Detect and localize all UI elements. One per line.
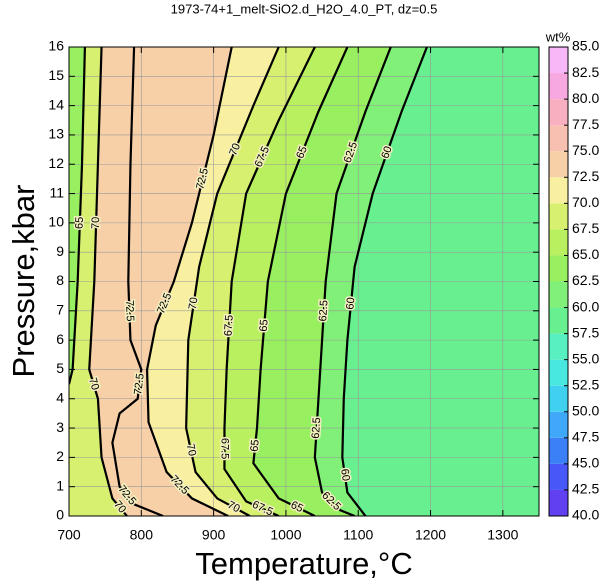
- colorbar-tick-label: 50.0: [572, 402, 599, 418]
- contour-label: 62.5: [310, 417, 323, 439]
- contour-label: 65: [74, 217, 86, 230]
- colorbar-tick-label: 40.0: [572, 507, 599, 523]
- contour-label: 72.5: [123, 300, 136, 322]
- colorbar-band: [549, 463, 568, 490]
- x-tick-label: 700: [57, 527, 81, 543]
- colorbar-band: [549, 333, 568, 360]
- colorbar-tick-label: 75.0: [572, 142, 599, 158]
- contour-label: 70: [86, 376, 101, 391]
- colorbar-band: [549, 307, 568, 334]
- contour-label: 65: [258, 319, 271, 332]
- colorbar-tick-label: 72.5: [572, 168, 599, 184]
- colorbar-tick-label: 62.5: [572, 272, 599, 288]
- colorbar-tick-label: 77.5: [572, 116, 599, 132]
- colorbar-label: wt%: [545, 29, 571, 44]
- contour-label: 72.5: [132, 373, 147, 396]
- colorbar-tick-label: 70.0: [572, 194, 599, 210]
- y-tick-label: 13: [48, 126, 64, 142]
- colorbar-tick-label: 47.5: [572, 429, 599, 445]
- contour-fill: [69, 47, 85, 385]
- colorbar-band: [549, 411, 568, 438]
- x-tick-label: 1300: [487, 527, 518, 543]
- colorbar-band: [549, 125, 568, 152]
- colorbar-tick-label: 80.0: [572, 90, 599, 106]
- colorbar-tick-label: 52.5: [572, 376, 599, 392]
- y-tick-label: 3: [56, 419, 64, 435]
- contour-label: 70: [90, 217, 102, 230]
- contour-label: 62.5: [317, 300, 330, 322]
- y-tick-label: 4: [56, 389, 64, 405]
- y-tick-label: 11: [49, 184, 64, 200]
- y-tick-label: 10: [48, 214, 64, 230]
- contour-label: 70: [187, 297, 201, 311]
- colorbar-tick-label: 42.5: [572, 481, 599, 497]
- colorbar-band: [549, 255, 568, 282]
- colorbar-band: [549, 47, 568, 74]
- colorbar-tick-label: 67.5: [572, 220, 599, 236]
- x-tick-label: 1000: [270, 527, 301, 543]
- colorbar-band: [549, 281, 568, 308]
- contour-line: [313, 47, 392, 516]
- colorbar-tick-label: 55.0: [572, 350, 599, 366]
- contour-line: [69, 47, 87, 385]
- contour-line: [111, 47, 164, 516]
- x-tick-label: 1100: [343, 527, 373, 543]
- contour-label: 60: [344, 297, 357, 310]
- y-axis-label: Pressure,kbar: [6, 185, 41, 378]
- contour-line: [185, 47, 280, 516]
- colorbar-band: [549, 359, 568, 386]
- contour-line: [145, 47, 233, 516]
- contour-label: 65: [249, 439, 262, 452]
- y-tick-label: 8: [56, 272, 64, 288]
- colorbar-band: [549, 385, 568, 412]
- chart-title: 1973-74+1_melt-SiO2.d_H2O_4.0_PT, dz=0.5: [171, 1, 438, 16]
- contour-line: [88, 47, 128, 516]
- y-tick-label: 5: [56, 360, 64, 376]
- y-tick-label: 1: [56, 477, 64, 493]
- contour-line: [341, 47, 428, 516]
- contour-label: 60: [338, 468, 352, 482]
- x-tick-label: 800: [130, 527, 154, 543]
- plot-area: 60606062.562.562.562.56565656567.567.567…: [69, 47, 539, 516]
- y-tick-label: 16: [48, 38, 64, 54]
- contour-label: 67.5: [222, 314, 235, 336]
- colorbar-band: [549, 437, 568, 464]
- colorbar-band: [549, 203, 568, 230]
- colorbar-tick-label: 65.0: [572, 246, 599, 262]
- y-tick-label: 2: [56, 448, 64, 464]
- contour-line: [223, 47, 316, 516]
- contour-line: [252, 47, 349, 516]
- contour-label: 70: [184, 443, 198, 457]
- y-tick-label: 0: [56, 507, 64, 523]
- colorbar-band: [549, 177, 568, 204]
- y-tick-label: 7: [56, 302, 64, 318]
- colorbar-tick-label: 45.0: [572, 455, 599, 471]
- colorbar-band: [549, 73, 568, 100]
- x-tick-label: 1200: [415, 527, 446, 543]
- colorbar-band: [549, 151, 568, 178]
- x-tick-label: 900: [202, 527, 226, 543]
- colorbar-tick-label: 82.5: [572, 64, 599, 80]
- y-tick-label: 14: [48, 96, 64, 112]
- x-axis-label: Temperature,°C: [195, 546, 412, 581]
- colorbar-tick-label: 85.0: [572, 38, 599, 54]
- y-tick-label: 15: [48, 67, 64, 83]
- colorbar-band: [549, 489, 568, 516]
- contour-label: 67.5: [219, 438, 231, 459]
- y-tick-label: 12: [48, 155, 64, 171]
- colorbar-tick-label: 60.0: [572, 298, 599, 314]
- y-tick-label: 9: [56, 243, 64, 259]
- colorbar-band: [549, 99, 568, 126]
- colorbar-tick-label: 57.5: [572, 324, 599, 340]
- colorbar-band: [549, 229, 568, 256]
- y-tick-label: 6: [56, 331, 64, 347]
- contour-label: 60: [379, 145, 394, 161]
